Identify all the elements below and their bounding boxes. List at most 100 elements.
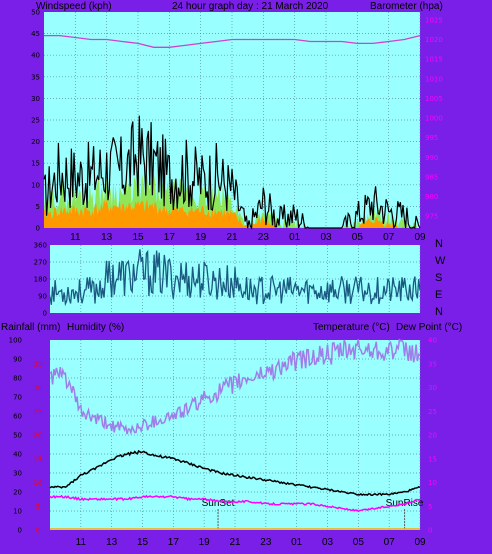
humidity-tick-label: 50 <box>13 432 22 440</box>
series-direction <box>49 249 421 307</box>
wind-plot-gridlines <box>44 12 421 228</box>
direction-label-e: E <box>435 289 442 301</box>
wind-low-area <box>44 198 420 228</box>
humidity-tick-label: 30 <box>13 470 22 478</box>
temperature-tick-label: 15 <box>428 455 437 463</box>
rainfall-tick-label: 10 <box>34 479 43 487</box>
humidity-tick-label: 90 <box>13 356 22 364</box>
humidity-tick-label: 20 <box>13 489 22 497</box>
temp-time-tick-label: 11 <box>76 537 87 548</box>
windspeed-tick-label: 10 <box>31 181 40 189</box>
temperature-tick-label: 40 <box>428 337 437 345</box>
direction-ticks: 0 90 180 270 360 <box>34 242 47 318</box>
graph-title: 24 hour graph day : 21 March 2020 <box>172 1 329 12</box>
barometer-tick-label: 980 <box>425 193 438 201</box>
series-barometer <box>44 34 421 48</box>
temp-time-tick-label: 03 <box>322 537 334 548</box>
temperature-tick-label: 35 <box>428 360 437 368</box>
barometer-ticks: 975 980 985 990 995 1000 1005 1010 1015 1020 1025 <box>425 16 443 220</box>
barometer-tick-label: 1015 <box>425 56 443 64</box>
barometer-tick-label: 975 <box>425 213 438 221</box>
temperature-ticks: 0 5 10 15 20 25 30 35 40 <box>428 337 437 535</box>
temp-time-tick-label: 21 <box>229 537 241 548</box>
windspeed-tick-label: 35 <box>31 73 40 81</box>
temp-plot-area <box>50 340 420 530</box>
temp-time-tick-label: 01 <box>291 537 303 548</box>
rainfall-tick-label: 15 <box>34 455 43 463</box>
time-tick-label: 21 <box>226 232 238 243</box>
barometer-tick-label: 1005 <box>425 95 443 103</box>
time-tick-label: 11 <box>70 232 81 243</box>
temp-time-axis: 11 13 15 17 19 21 23 01 03 05 07 09 <box>76 537 426 548</box>
temperature-tick-label: 20 <box>428 432 437 440</box>
series-humidity <box>49 338 421 436</box>
humidity-tick-label: 40 <box>13 451 22 459</box>
barometer-tick-label: 990 <box>425 154 438 162</box>
barometer-tick-label: 1000 <box>425 115 443 123</box>
barometer-tick-label: 1010 <box>425 75 443 83</box>
direction-label-n-top: N <box>435 238 443 250</box>
time-tick-label: 17 <box>164 232 176 243</box>
barometer-tick-label: 1025 <box>425 16 443 24</box>
time-tick-label: 19 <box>195 232 207 243</box>
humidity-tick-label: 100 <box>9 337 22 345</box>
windspeed-tick-label: 50 <box>31 9 40 17</box>
windspeed-ticks: 0 5 10 15 20 25 30 35 40 45 50 <box>31 9 40 233</box>
direction-label-w: W <box>435 255 446 267</box>
temperature-tick-label: 0 <box>428 527 432 535</box>
direction-label-n-bottom: N <box>435 306 443 318</box>
rainfall-tick-label: 30 <box>34 384 43 392</box>
sunset-label: SunSet <box>202 498 235 509</box>
windspeed-tick-label: 30 <box>31 95 40 103</box>
humidity-ticks: 0 10 20 30 40 50 60 70 80 90 100 <box>9 337 22 535</box>
humidity-tick-label: 80 <box>13 375 22 383</box>
series-temperature <box>49 449 421 497</box>
direction-tick-label: 90 <box>38 293 47 301</box>
windspeed-tick-label: 45 <box>31 30 40 38</box>
rainfall-tick-label: 5 <box>36 503 40 511</box>
temperature-tick-label: 5 <box>428 503 432 511</box>
temp-time-tick-label: 23 <box>260 537 272 548</box>
time-tick-label: 07 <box>383 232 395 243</box>
time-tick-label: 03 <box>320 232 332 243</box>
humidity-tick-label: 0 <box>18 527 22 535</box>
humidity-tick-label: 60 <box>13 413 22 421</box>
windspeed-axis-label: Windspeed (kph) <box>36 1 112 12</box>
time-tick-label: 05 <box>352 232 364 243</box>
temp-time-tick-label: 09 <box>414 537 426 548</box>
humidity-tick-label: 70 <box>13 394 22 402</box>
windspeed-tick-label: 20 <box>31 138 40 146</box>
windspeed-tick-label: 0 <box>36 225 40 233</box>
series-wind-gust <box>43 115 421 230</box>
barometer-tick-label: 1020 <box>425 36 443 44</box>
windspeed-tick-label: 15 <box>31 160 40 168</box>
rainfall-tick-label: 25 <box>34 408 43 416</box>
windspeed-tick-label: 25 <box>31 117 40 125</box>
time-tick-label: 13 <box>101 232 113 243</box>
humidity-axis-label: Humidity (%) <box>67 322 124 333</box>
wind-time-axis: 11 13 15 17 19 21 23 01 03 05 07 09 <box>70 232 426 243</box>
humidity-tick-label: 10 <box>13 508 22 516</box>
temp-time-tick-label: 13 <box>106 537 118 548</box>
rainfall-tick-label: 35 <box>34 360 43 368</box>
rainfall-axis-label: Rainfall (mm) <box>1 322 60 333</box>
rainfall-ticks: 0 5 10 15 20 25 30 35 <box>34 360 43 534</box>
temp-time-tick-label: 05 <box>353 537 365 548</box>
temp-time-tick-label: 07 <box>384 537 396 548</box>
barometer-tick-label: 985 <box>425 173 438 181</box>
temp-time-tick-label: 19 <box>199 537 211 548</box>
direction-tick-label: 270 <box>34 259 47 267</box>
barometer-axis-label: Barometer (hpa) <box>370 1 443 12</box>
rainfall-tick-label: 0 <box>36 527 40 535</box>
temperature-tick-label: 30 <box>428 384 437 392</box>
windspeed-tick-label: 5 <box>36 203 40 211</box>
temperature-tick-label: 25 <box>428 408 437 416</box>
barometer-tick-label: 995 <box>425 134 438 142</box>
rainfall-tick-label: 20 <box>34 432 43 440</box>
series-dewpoint <box>49 494 421 513</box>
direction-tick-label: 180 <box>34 276 47 284</box>
temp-time-tick-label: 17 <box>168 537 180 548</box>
time-tick-label: 09 <box>414 232 426 243</box>
